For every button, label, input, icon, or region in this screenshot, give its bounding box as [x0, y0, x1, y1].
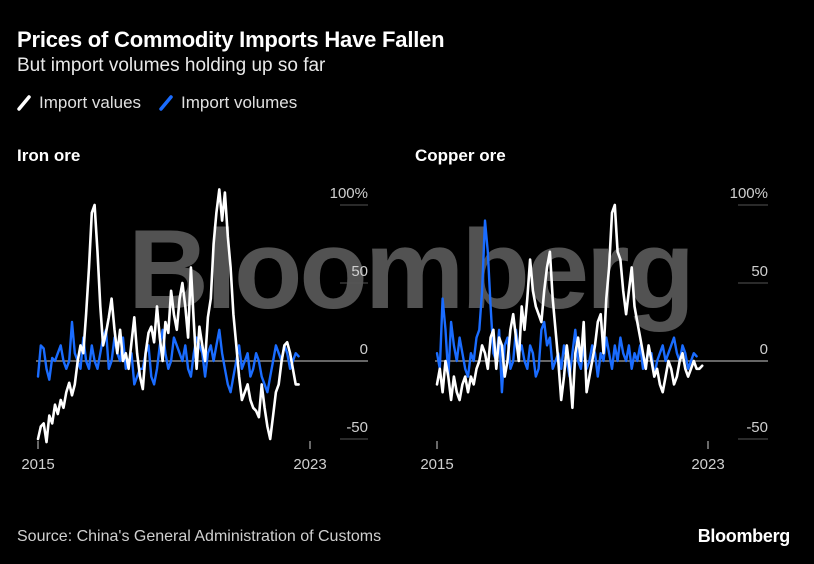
chart-subtitle: But import volumes holding up so far: [17, 55, 326, 76]
x-tick-label-end: 2023: [293, 456, 326, 473]
y-tick-label: -50: [746, 419, 768, 436]
legend-swatch-volumes: [159, 95, 173, 111]
y-tick-label: 0: [760, 341, 768, 358]
y-tick-label: 100%: [730, 185, 768, 202]
panel-title-copper-ore: Copper ore: [415, 146, 506, 165]
source-note: Source: China's General Administration o…: [17, 528, 382, 545]
panel-iron-ore: Iron ore 100% 50 0 -50 2015 2023: [17, 146, 368, 473]
panel-title-iron-ore: Iron ore: [17, 146, 80, 165]
x-tick-label-start: 2015: [21, 456, 54, 473]
y-tick-label: 100%: [330, 185, 368, 202]
legend-label-volumes: Import volumes: [181, 93, 298, 112]
y-tick-label: 0: [360, 341, 368, 358]
x-tick-label-start: 2015: [420, 456, 453, 473]
series-line-import-values: [435, 203, 704, 410]
panel-copper-ore: Copper ore 100% 50 0 -50 2015 2023: [415, 146, 768, 473]
brand-logo: Bloomberg: [697, 526, 791, 546]
y-tick-label: 50: [751, 263, 768, 280]
legend-item-import-volumes: Import volumes: [159, 93, 297, 113]
y-tick-label: -50: [346, 419, 368, 436]
chart-title: Prices of Commodity Imports Have Fallen: [17, 27, 445, 52]
y-tick-label: 50: [351, 263, 368, 280]
series-line-import-values: [36, 188, 300, 444]
x-tick-label-end: 2023: [691, 456, 724, 473]
watermark-text: Bloomberg: [128, 207, 692, 332]
legend-swatch-values: [17, 95, 31, 111]
legend-label-values: Import values: [39, 93, 142, 112]
legend: Import values Import volumes: [17, 93, 315, 113]
legend-item-import-values: Import values: [17, 93, 141, 113]
series-line-import-volumes: [36, 320, 300, 394]
